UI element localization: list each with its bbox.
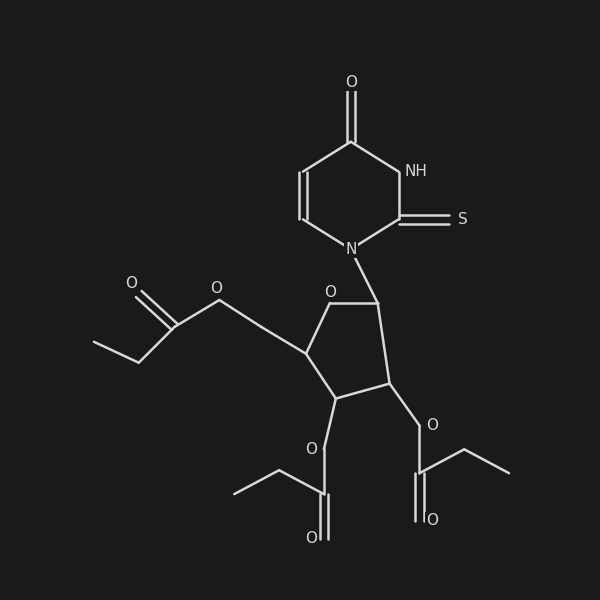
Text: O: O bbox=[305, 442, 317, 457]
Text: O: O bbox=[427, 514, 439, 529]
Text: O: O bbox=[125, 276, 137, 291]
Text: N: N bbox=[345, 242, 356, 257]
Text: O: O bbox=[324, 285, 336, 300]
Text: O: O bbox=[427, 418, 439, 433]
Text: NH: NH bbox=[404, 164, 427, 179]
Text: O: O bbox=[211, 281, 223, 296]
Text: O: O bbox=[305, 532, 317, 547]
Text: S: S bbox=[458, 212, 467, 227]
Text: O: O bbox=[345, 74, 357, 89]
